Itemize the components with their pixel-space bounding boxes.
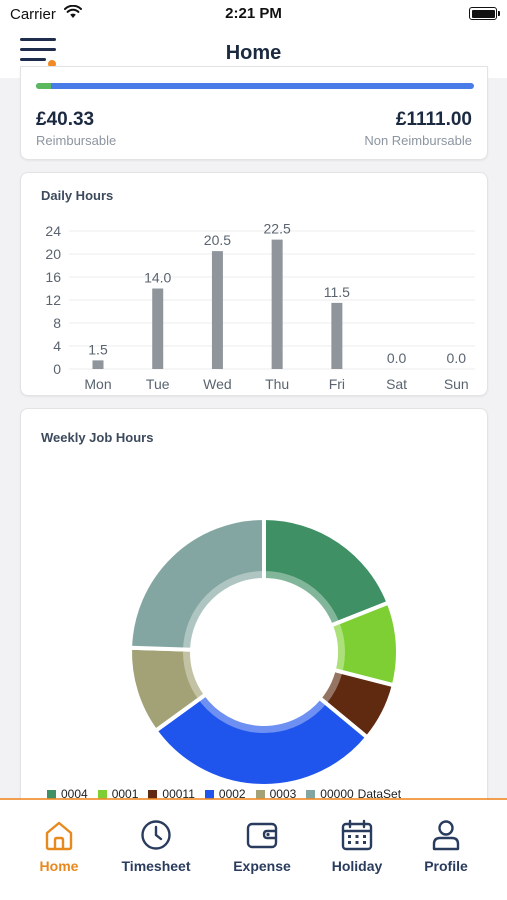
expense-progress-bar bbox=[36, 83, 474, 89]
bar-wed bbox=[211, 251, 223, 369]
x-tick-label: Wed bbox=[203, 376, 232, 392]
clock-icon bbox=[141, 820, 171, 850]
bar-value-label: 0.0 bbox=[387, 350, 407, 366]
legend-item: 00011 bbox=[148, 787, 195, 801]
tab-home[interactable]: Home bbox=[9, 818, 109, 874]
legend-swatch bbox=[148, 789, 158, 799]
y-tick-label: 12 bbox=[45, 292, 61, 308]
reimbursable-label: Reimbursable bbox=[36, 133, 117, 148]
status-time: 2:21 PM bbox=[225, 5, 282, 22]
tab-timesheet-label: Timesheet bbox=[121, 858, 191, 874]
bar-fri bbox=[331, 302, 343, 369]
legend-item: 0001 bbox=[97, 787, 139, 801]
notification-dot bbox=[48, 60, 56, 68]
y-tick-label: 0 bbox=[53, 361, 61, 377]
legend-label: 00011 bbox=[162, 787, 195, 801]
bar-mon bbox=[92, 360, 104, 369]
non-reimbursable-amount: £1111.00 bbox=[395, 109, 472, 130]
slice-00000 bbox=[128, 516, 266, 652]
reimbursable-amount: £40.33 bbox=[36, 109, 95, 130]
y-tick-label: 20 bbox=[45, 246, 61, 262]
legend-label: 0004 bbox=[61, 787, 88, 801]
legend-label: 00000 bbox=[320, 787, 354, 801]
wallet-icon bbox=[246, 822, 278, 849]
y-tick-label: 4 bbox=[53, 338, 61, 354]
weekly-job-hours-title: Weekly Job Hours bbox=[41, 430, 154, 445]
weekly-job-hours-chart bbox=[128, 516, 400, 788]
daily-hours-card: Daily Hours 0 4 8 12 16 20 24 1.5 Mon 14.0 Tue 20.5… bbox=[20, 172, 488, 396]
tab-expense[interactable]: Expense bbox=[212, 818, 312, 874]
tab-expense-label: Expense bbox=[233, 858, 291, 874]
legend-swatch bbox=[47, 789, 56, 799]
tab-bar-divider bbox=[0, 798, 507, 800]
bar-value-label: 11.5 bbox=[324, 284, 350, 300]
bar-tue bbox=[152, 288, 164, 369]
legend-item: 00000 bbox=[306, 787, 354, 801]
calendar-icon bbox=[341, 819, 373, 851]
x-tick-label: Tue bbox=[146, 376, 170, 392]
bar-thu bbox=[271, 239, 283, 369]
x-tick-label: Thu bbox=[265, 376, 289, 392]
tab-profile-label: Profile bbox=[424, 858, 468, 874]
tab-home-label: Home bbox=[39, 858, 79, 874]
chart-legend: 0004 0001 00011 0002 0003 00000 DataSet bbox=[47, 787, 401, 801]
expense-summary-card: £40.33 Reimbursable £1111.00 Non Reimbur… bbox=[20, 66, 488, 160]
legend-swatch bbox=[97, 789, 107, 799]
battery-icon bbox=[469, 7, 500, 20]
donut-hole bbox=[193, 581, 335, 723]
legend-item: 0002 bbox=[204, 787, 246, 801]
x-tick-label: Mon bbox=[84, 376, 111, 392]
tab-bar: Home Timesheet Expense Holiday Profile bbox=[0, 800, 507, 900]
bar-value-label: 22.5 bbox=[264, 221, 291, 237]
legend-swatch bbox=[255, 789, 265, 799]
daily-hours-chart: 0 4 8 12 16 20 24 1.5 Mon 14.0 Tue 20.5 Wed 22.5 Thu 11… bbox=[45, 221, 475, 392]
menu-button[interactable] bbox=[20, 38, 60, 68]
legend-label: 0003 bbox=[269, 787, 297, 801]
legend-item: 0003 bbox=[255, 787, 297, 801]
y-tick-label: 24 bbox=[45, 223, 61, 239]
bar-value-label: 1.5 bbox=[88, 341, 108, 357]
non-reimbursable-label: Non Reimbursable bbox=[364, 133, 472, 148]
bar-value-label: 0.0 bbox=[447, 350, 467, 366]
bar-value-label: 14.0 bbox=[144, 270, 171, 286]
legend-swatch bbox=[204, 789, 214, 799]
tab-holiday-label: Holiday bbox=[331, 858, 383, 874]
legend-label: 0001 bbox=[111, 787, 139, 801]
y-tick-label: 8 bbox=[53, 315, 61, 331]
daily-hours-title: Daily Hours bbox=[41, 188, 114, 203]
legend-item: 0004 bbox=[47, 787, 88, 801]
person-icon bbox=[432, 820, 460, 851]
reimbursable-progress-fill bbox=[36, 83, 52, 89]
x-tick-label: Sat bbox=[386, 376, 407, 392]
page-title: Home bbox=[225, 42, 282, 64]
legend-label: 0002 bbox=[218, 787, 246, 801]
legend-dataset-label: DataSet bbox=[357, 787, 402, 801]
y-tick-label: 16 bbox=[45, 269, 61, 285]
home-icon bbox=[45, 821, 73, 851]
donut-inner-ring bbox=[183, 571, 345, 733]
tab-profile[interactable]: Profile bbox=[396, 818, 496, 874]
wifi-icon bbox=[64, 5, 82, 18]
carrier-name: Carrier bbox=[10, 6, 56, 23]
tab-timesheet[interactable]: Timesheet bbox=[106, 818, 206, 874]
status-bar: Carrier 2:21 PM bbox=[0, 0, 507, 30]
tab-holiday[interactable]: Holiday bbox=[307, 818, 407, 874]
bar-value-label: 20.5 bbox=[204, 232, 231, 248]
slice-0002 bbox=[153, 692, 370, 788]
weekly-job-hours-card: Weekly Job Hours 0004 0001 00011 0002 0003 00… bbox=[20, 408, 488, 808]
x-tick-label: Fri bbox=[329, 376, 345, 392]
legend-swatch bbox=[306, 789, 316, 799]
x-tick-label: Sun bbox=[444, 376, 469, 392]
